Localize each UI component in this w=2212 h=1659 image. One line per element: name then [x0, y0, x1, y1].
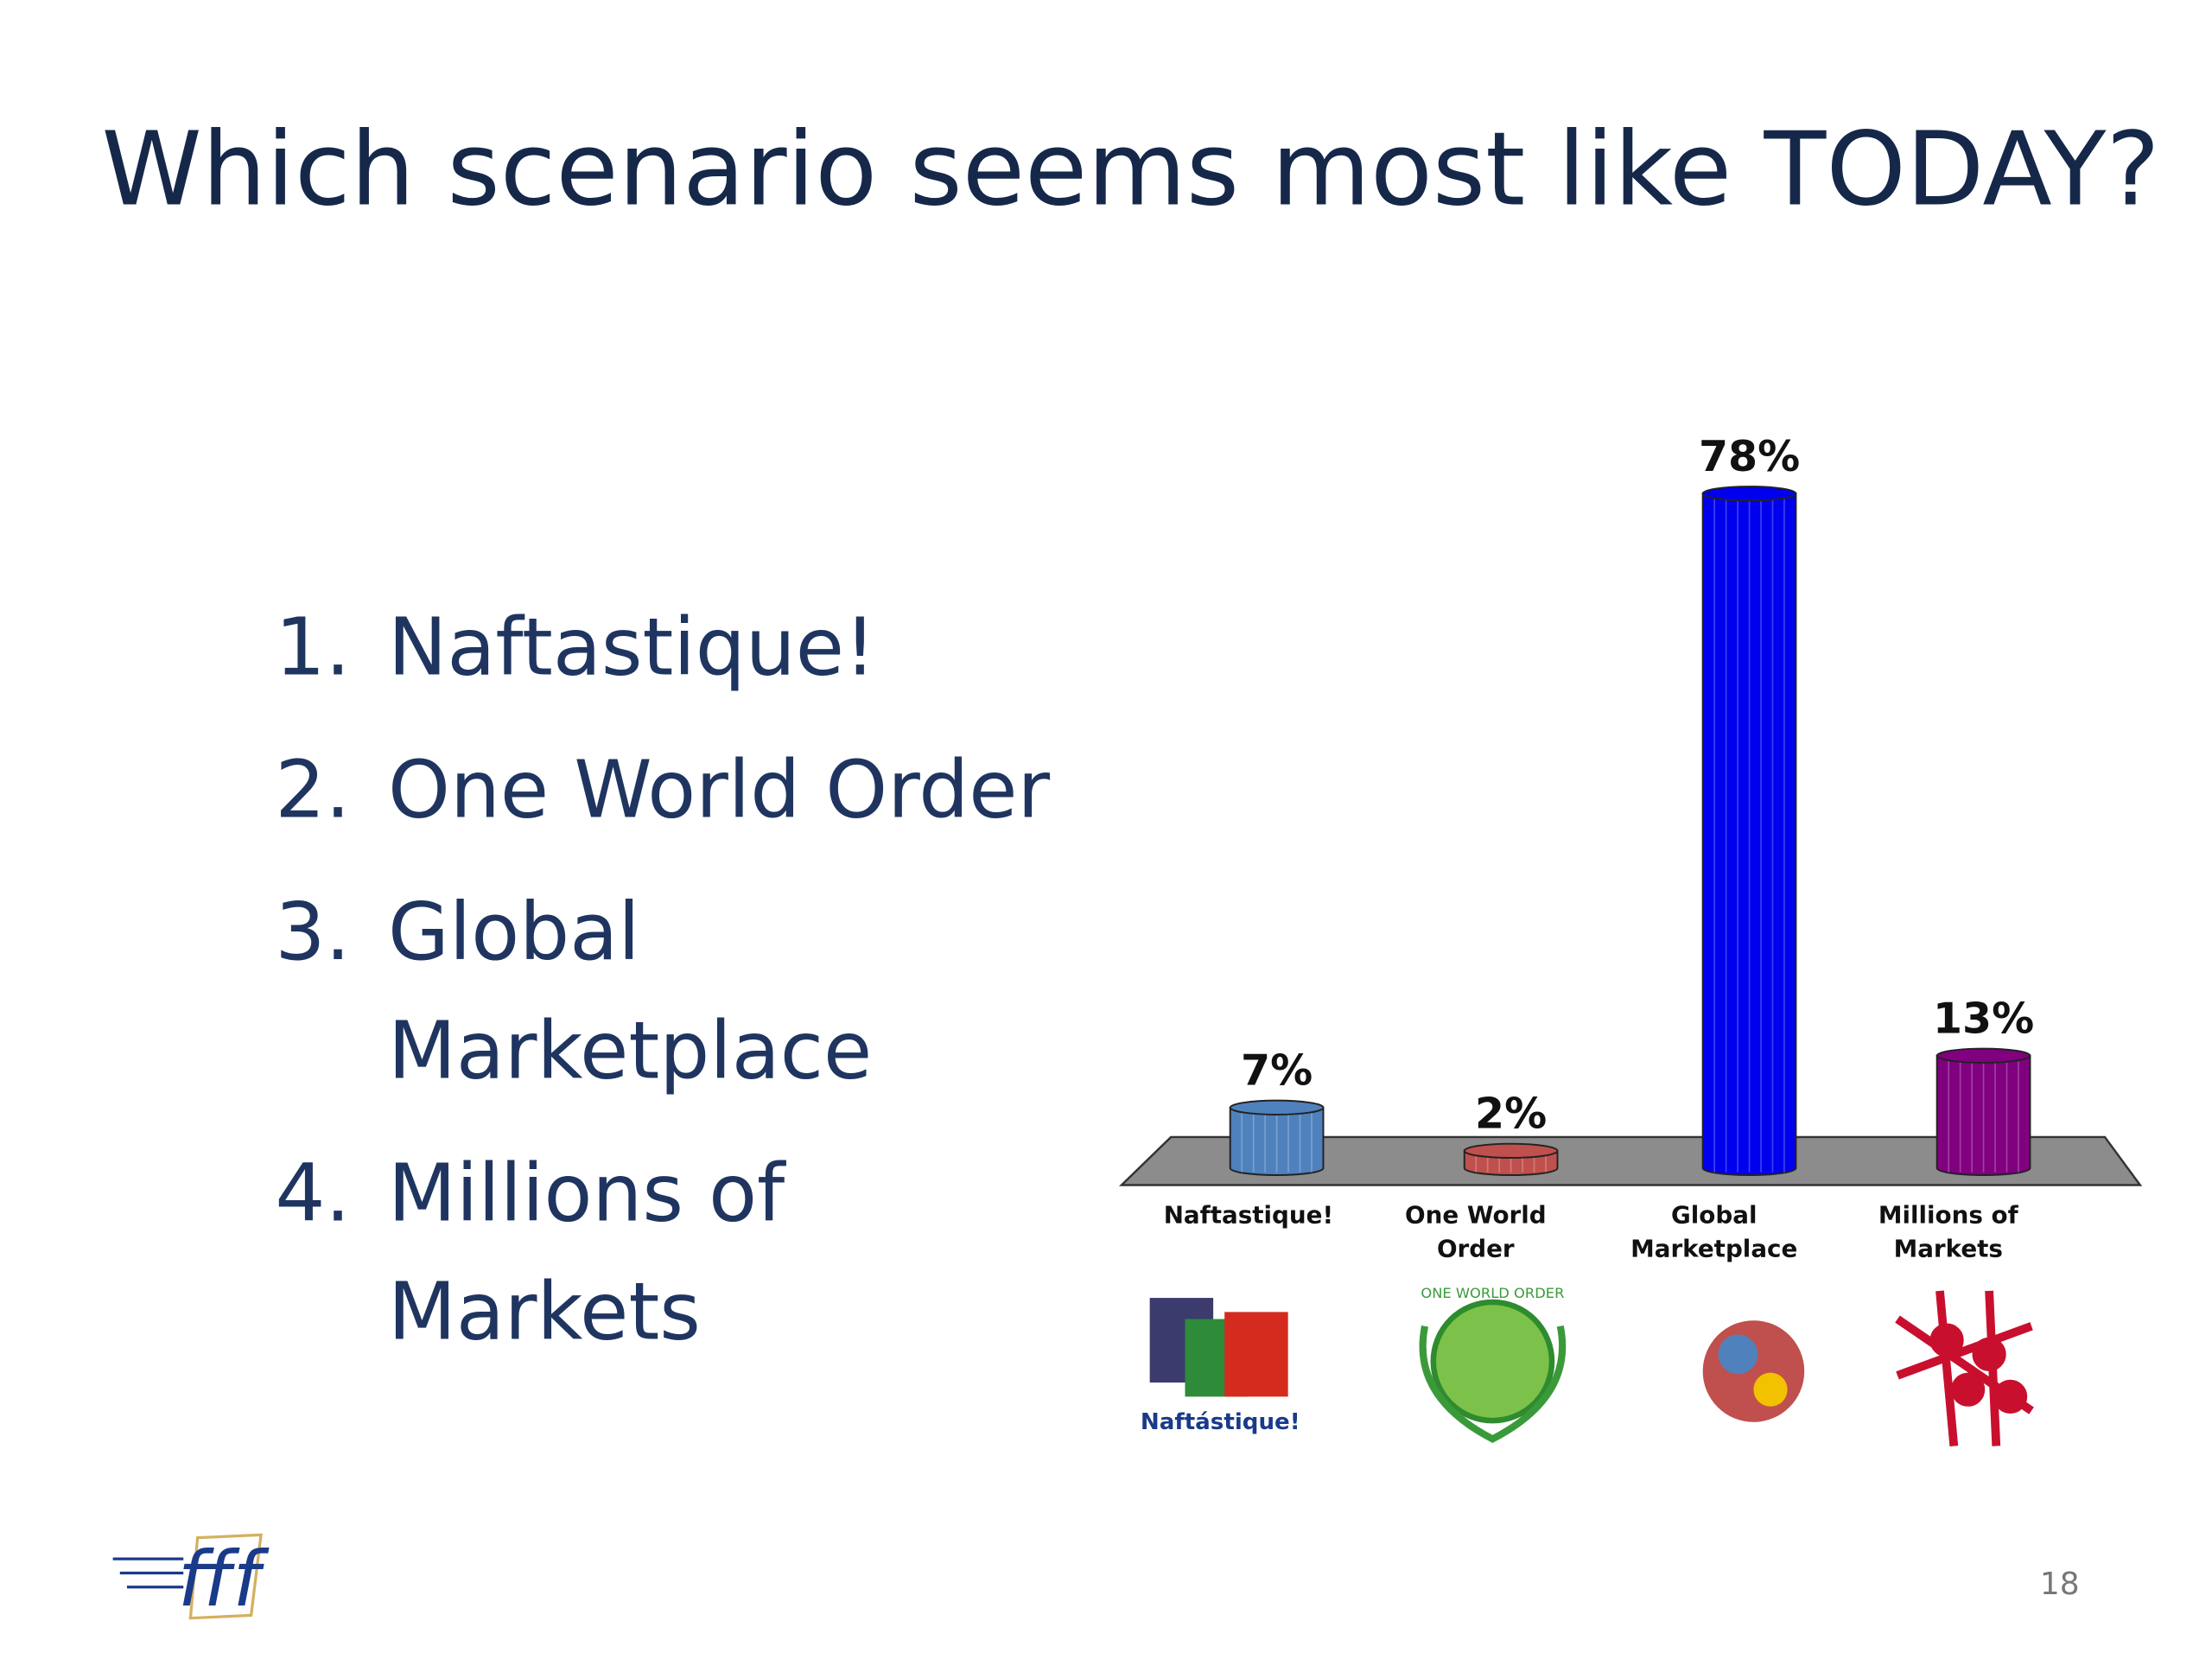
chart-floor [1118, 1135, 2143, 1186]
category-label: Global Marketplace [1630, 1202, 1798, 1264]
icon-flags: Naftástique! [1141, 1298, 1300, 1435]
icon-network [1895, 1290, 2034, 1446]
list-marker: 2. [275, 745, 351, 837]
svg-text:fff: fff [178, 1535, 270, 1624]
value-label: 13% [1933, 995, 2034, 1044]
bar [1701, 486, 1797, 1177]
list-marker: 1. [275, 602, 351, 695]
list-item-text: Marketplace [387, 1006, 873, 1098]
list-item-text: Millions of [387, 1148, 785, 1241]
icon-marketplace [1702, 1320, 1805, 1422]
list-item-text: One World Order [387, 745, 1051, 837]
bar [1936, 1047, 2031, 1177]
category-label: One World Order [1404, 1202, 1547, 1264]
list-item-text: Naftastique! [387, 602, 876, 695]
value-label: 7% [1241, 1046, 1313, 1096]
value-label: 78% [1699, 432, 1800, 481]
svg-text:ONE WORLD ORDER: ONE WORLD ORDER [1421, 1285, 1564, 1301]
list-marker: 3. [275, 887, 351, 980]
bar [1463, 1142, 1559, 1177]
list-item-text: Markets [387, 1267, 701, 1359]
category-label: Naftastique! [1163, 1202, 1334, 1230]
list-item-text: Global [387, 887, 640, 980]
svg-text:Naftástique!: Naftástique! [1141, 1409, 1300, 1435]
slide-title: Which scenario seems most like TODAY? [101, 110, 2160, 229]
bar [1229, 1099, 1325, 1177]
icon-globe: ONE WORLD ORDER [1419, 1285, 1567, 1443]
logo: fff [112, 1533, 270, 1624]
category-label: Millions of Markets [1878, 1202, 2018, 1264]
page-number: 18 [2040, 1567, 2080, 1602]
list-marker: 4. [275, 1148, 351, 1241]
value-label: 2% [1475, 1090, 1547, 1139]
